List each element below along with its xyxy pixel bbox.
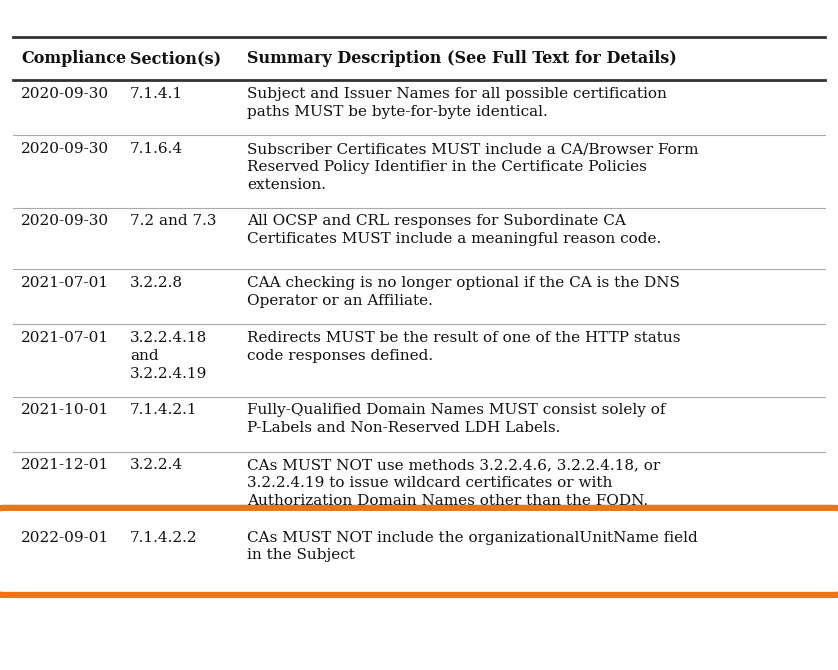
Text: Section(s): Section(s) [130, 50, 221, 67]
Text: Summary Description (See Full Text for Details): Summary Description (See Full Text for D… [247, 50, 677, 67]
Text: 2021-12-01: 2021-12-01 [21, 458, 109, 472]
Text: 3.2.2.4.18
and
3.2.2.4.19: 3.2.2.4.18 and 3.2.2.4.19 [130, 331, 207, 381]
Text: 7.1.4.2.1: 7.1.4.2.1 [130, 403, 198, 417]
FancyBboxPatch shape [0, 0, 838, 670]
Text: 3.2.2.8: 3.2.2.8 [130, 276, 183, 290]
Text: Redirects MUST be the result of one of the HTTP status
code responses defined.: Redirects MUST be the result of one of t… [247, 331, 680, 363]
Text: Subject and Issuer Names for all possible certification
paths MUST be byte-for-b: Subject and Issuer Names for all possibl… [247, 87, 667, 119]
Text: 2021-10-01: 2021-10-01 [21, 403, 109, 417]
Text: Fully-Qualified Domain Names MUST consist solely of
P-Labels and Non-Reserved LD: Fully-Qualified Domain Names MUST consis… [247, 403, 665, 436]
Text: CAA checking is no longer optional if the CA is the DNS
Operator or an Affiliate: CAA checking is no longer optional if th… [247, 276, 680, 308]
Text: CAs MUST NOT use methods 3.2.2.4.6, 3.2.2.4.18, or
3.2.2.4.19 to issue wildcard : CAs MUST NOT use methods 3.2.2.4.6, 3.2.… [247, 458, 660, 508]
Text: CAs MUST NOT include the organizationalUnitName field
in the Subject: CAs MUST NOT include the organizationalU… [247, 531, 698, 563]
Text: 2020-09-30: 2020-09-30 [21, 214, 109, 228]
Text: All OCSP and CRL responses for Subordinate CA
Certificates MUST include a meanin: All OCSP and CRL responses for Subordina… [247, 214, 661, 247]
Text: 2021-07-01: 2021-07-01 [21, 276, 109, 290]
Text: 7.1.4.1: 7.1.4.1 [130, 87, 183, 101]
Text: Subscriber Certificates MUST include a CA/Browser Form
Reserved Policy Identifie: Subscriber Certificates MUST include a C… [247, 142, 699, 192]
Text: Compliance: Compliance [21, 50, 126, 67]
Text: 2021-07-01: 2021-07-01 [21, 331, 109, 345]
FancyBboxPatch shape [0, 508, 838, 595]
Text: 7.1.6.4: 7.1.6.4 [130, 142, 183, 156]
Text: 2022-09-01: 2022-09-01 [21, 531, 109, 545]
Text: 2020-09-30: 2020-09-30 [21, 142, 109, 156]
Text: 7.1.4.2.2: 7.1.4.2.2 [130, 531, 198, 545]
Text: 2020-09-30: 2020-09-30 [21, 87, 109, 101]
Text: 7.2 and 7.3: 7.2 and 7.3 [130, 214, 216, 228]
Text: 3.2.2.4: 3.2.2.4 [130, 458, 183, 472]
